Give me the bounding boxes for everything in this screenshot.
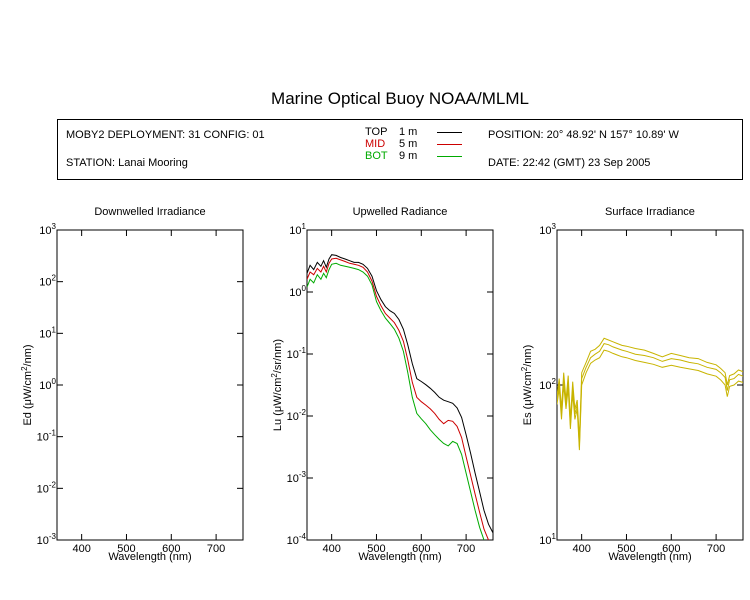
plot-frame [306,229,494,541]
plot-frame [56,229,244,541]
legend-entry-top: TOP 1 m [365,126,462,138]
y-tick-label: 102 [39,274,56,289]
legend-entry-bot: BOT 9 m [365,150,462,162]
y-tick-label: 101 [39,325,56,340]
x-tick-label: 600 [412,543,430,555]
series-line-mid [307,257,490,540]
y-axis-label: Ed (μW/cm2/nm) [20,344,34,425]
date-label: DATE: 22:42 (GMT) 23 Sep 2005 [488,157,651,169]
chart-title: Downwelled Irradiance [94,206,205,218]
legend-line [437,156,462,157]
x-tick-label: 500 [367,543,385,555]
info-box: MOBY2 DEPLOYMENT: 31 CONFIG: 01 STATION:… [57,119,743,180]
legend-line [437,144,462,145]
y-tick-label: 101 [539,532,556,547]
x-tick-label: 400 [322,543,340,555]
position-label: POSITION: 20° 48.92' N 157° 10.89' W [488,129,679,141]
deployment-label: MOBY2 DEPLOYMENT: 31 CONFIG: 01 [66,129,265,141]
y-tick-label: 103 [539,222,556,237]
x-tick-label: 600 [162,543,180,555]
x-tick-label: 400 [72,543,90,555]
y-tick-label: 100 [39,377,56,392]
x-tick-label: 700 [457,543,475,555]
chart-panel-3: Surface Irradiance 400 500 600 700 Wavelength… [520,206,744,563]
y-axis-label: Lu (μW/cm2/sr/nm) [270,339,284,431]
legend-name: BOT [365,150,388,162]
x-axis-label: Wavelength (nm) [608,551,691,563]
x-tick-label: 400 [572,543,590,555]
station-label: STATION: Lanai Mooring [66,157,188,169]
x-axis-label: Wavelength (nm) [108,551,191,563]
x-tick-label: 500 [617,543,635,555]
series-line-es-c [557,349,743,451]
plot-frame [556,229,744,541]
x-tick-label: 500 [117,543,135,555]
page-title: Marine Optical Buoy NOAA/MLML [271,89,529,108]
series-line-es-a [557,337,743,439]
legend-depth: 5 m [399,138,418,150]
series-line-bot [307,262,485,540]
y-tick-label: 10-1 [37,429,57,444]
y-tick-label: 102 [539,377,556,392]
series-line-es-b [557,343,743,447]
y-tick-label: 101 [289,222,306,237]
legend-depth: 1 m [399,126,418,138]
y-tick-label: 10-4 [287,532,307,547]
x-tick-label: 600 [662,543,680,555]
chart-title: Upwelled Radiance [353,206,448,218]
series-line-top [307,254,493,534]
y-tick-label: 100 [289,284,306,299]
y-tick-label: 10-3 [287,470,307,485]
chart-title: Surface Irradiance [605,206,695,218]
y-tick-label: 10-1 [287,346,307,361]
y-axis-label: Es (μW/cm2/nm) [520,345,534,425]
legend-line [437,132,462,133]
x-axis-label: Wavelength (nm) [358,551,441,563]
legend-depth: 9 m [399,150,418,162]
chart-panel-1: Downwelled Irradiance 400 500 600 700 Wavelen… [20,206,244,563]
y-tick-label: 103 [39,222,56,237]
y-tick-label: 10-2 [37,480,57,495]
y-tick-label: 10-3 [37,532,57,547]
legend-name: TOP [365,126,388,138]
y-tick-label: 10-2 [287,408,307,423]
x-tick-label: 700 [207,543,225,555]
x-tick-label: 700 [707,543,725,555]
chart-panel-2: Upwelled Radiance 400 500 600 700 Wavelength … [270,206,494,563]
legend-name: MID [365,138,386,150]
legend-entry-mid: MID 5 m [365,138,462,150]
